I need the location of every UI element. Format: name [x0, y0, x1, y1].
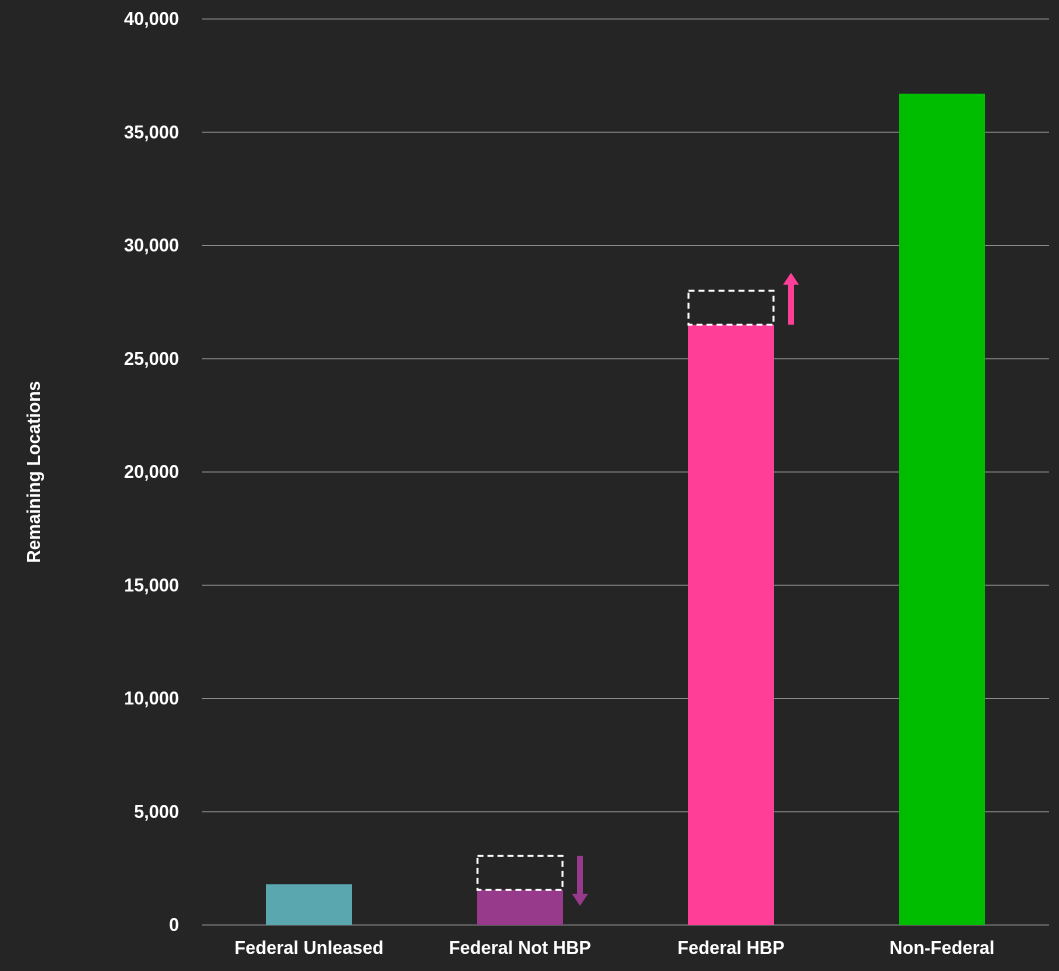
bars — [266, 93, 985, 926]
dashed-change-box — [476, 854, 564, 891]
x-tick-label: Non-Federal — [889, 938, 994, 958]
gridlines — [202, 18, 1049, 926]
dashed-change-box — [687, 289, 775, 326]
y-tick-label: 40,000 — [124, 9, 179, 29]
y-tick-label: 25,000 — [124, 349, 179, 369]
y-tick-labels: 0 5,000 10,000 15,000 20,000 25,000 30,000 35,0… — [124, 9, 179, 935]
arrow-up-icon — [783, 272, 799, 325]
y-tick-label: 30,000 — [124, 236, 179, 256]
bar-federal-unleased — [266, 884, 352, 925]
y-axis-label: Remaining Locations — [24, 381, 44, 563]
x-tick-label: Federal Not HBP — [449, 938, 591, 958]
x-tick-label: Federal HBP — [677, 938, 784, 958]
y-tick-label: 15,000 — [124, 575, 179, 595]
y-tick-label: 10,000 — [124, 689, 179, 709]
bar-federal-not-hbp — [477, 889, 563, 925]
x-tick-label: Federal Unleased — [234, 938, 383, 958]
y-tick-label: 35,000 — [124, 122, 179, 142]
y-tick-label: 5,000 — [134, 802, 179, 822]
x-tick-labels: Federal Unleased Federal Not HBP Federal H… — [234, 938, 994, 958]
y-tick-label: 0 — [169, 915, 179, 935]
arrow-down-icon — [572, 855, 588, 906]
bar-federal-hbp — [688, 324, 774, 925]
y-tick-label: 20,000 — [124, 462, 179, 482]
bar-non-federal — [899, 93, 985, 926]
annotations — [476, 272, 799, 906]
